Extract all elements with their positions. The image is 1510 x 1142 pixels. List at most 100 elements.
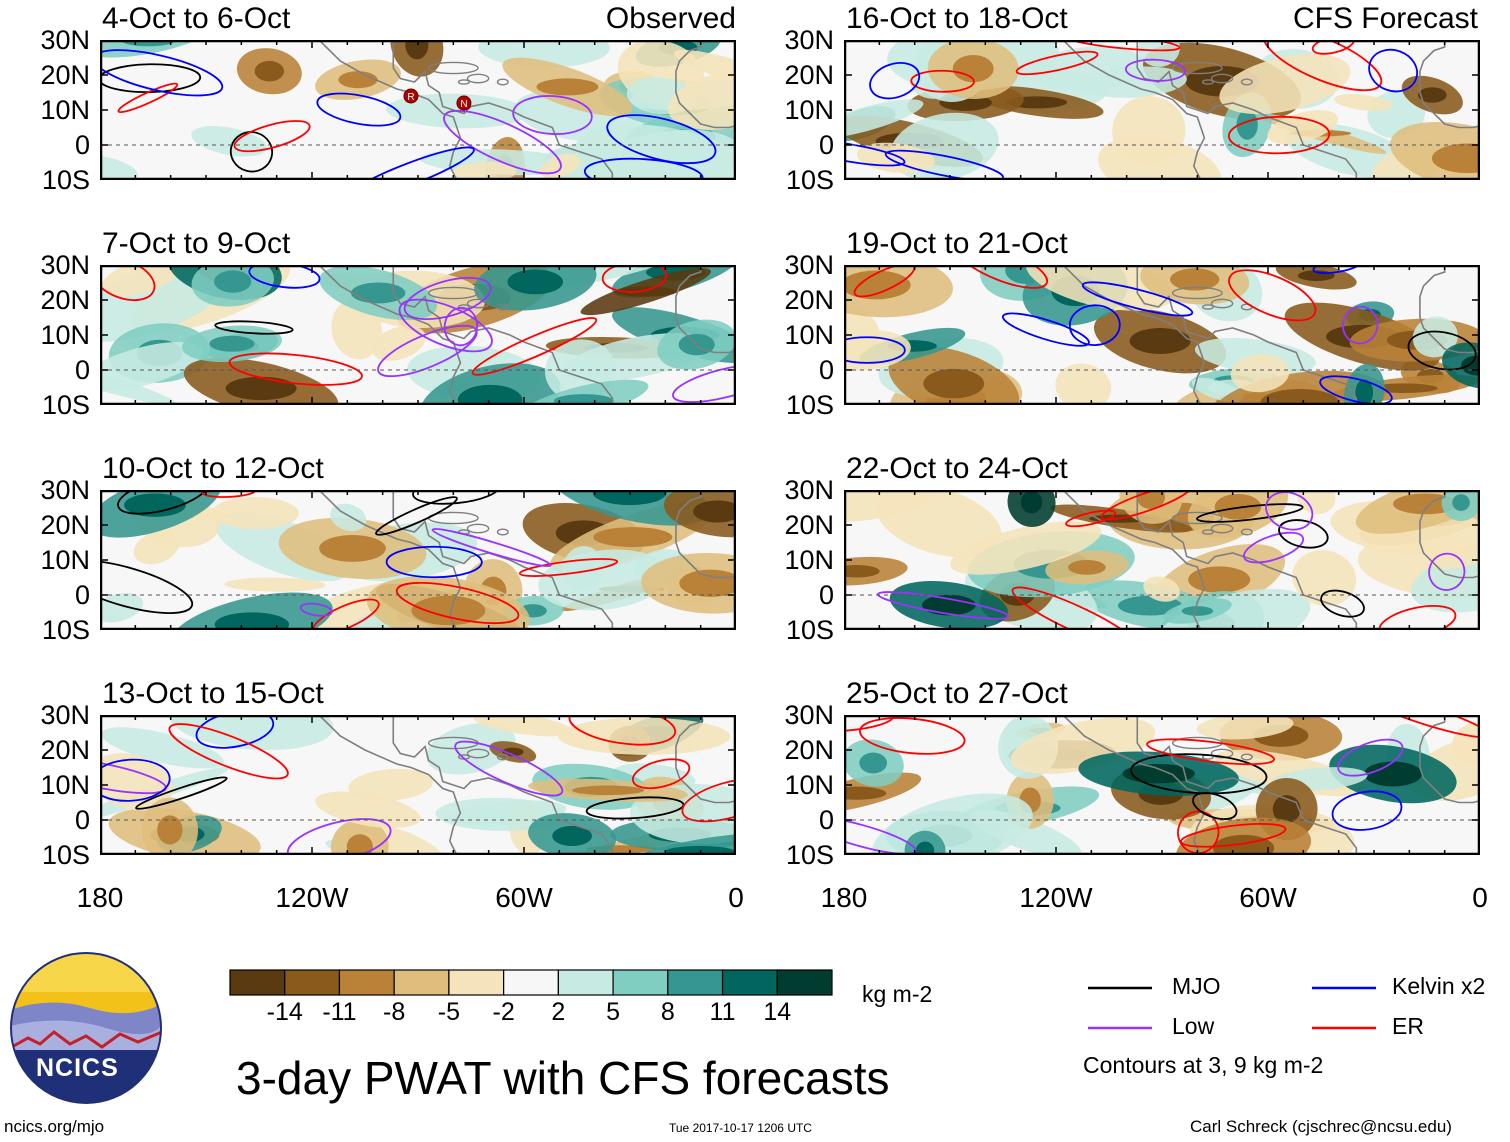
pwat-anomaly-core [915, 841, 935, 855]
main-title: 3-day PWAT with CFS forecasts [236, 1052, 890, 1104]
er-contour [1015, 50, 1099, 76]
colorbar-swatch [338, 969, 395, 996]
pwat-anomaly-core [1236, 110, 1258, 140]
panel-title: 25-Oct to 27-Oct [846, 677, 1068, 710]
lat-label: 10S [785, 840, 834, 870]
lat-label: 10S [785, 165, 834, 195]
lat-label: 10N [784, 770, 834, 800]
er-contour [1146, 738, 1276, 766]
pwat-anomaly-patch [348, 768, 433, 802]
colorbar-swatch [721, 969, 778, 996]
lat-label: 30N [40, 250, 90, 280]
er-contour [1364, 715, 1480, 739]
mjo-contour [412, 490, 501, 505]
er-contour [233, 120, 311, 153]
pwat-anomaly-patch [101, 727, 224, 769]
panel-title: 13-Oct to 15-Oct [102, 677, 324, 710]
pwat-anomaly-core [592, 490, 667, 506]
colorbar-swatch [284, 969, 341, 996]
pwat-anomaly-core [1136, 490, 1166, 509]
island-outline [1240, 528, 1253, 536]
kelvin-contour [1331, 790, 1403, 831]
pwat-anomaly-patch [1297, 490, 1336, 515]
kelvin-contour [195, 715, 275, 749]
legend-label: ER [1392, 1013, 1424, 1039]
kelvin-contour [1312, 265, 1363, 274]
panel-title: 19-Oct to 21-Oct [846, 227, 1068, 260]
pwat-anomaly-core [1020, 491, 1043, 514]
pwat-anomaly-core [507, 269, 564, 295]
kelvin-contour [100, 49, 224, 97]
er-contour [631, 758, 691, 790]
lat-label: 10N [40, 320, 90, 350]
pwat-anomaly-patch [371, 325, 426, 361]
pwat-anomaly-core [571, 785, 645, 796]
low-contour [1428, 552, 1466, 591]
pwat-anomaly-core [679, 569, 736, 597]
island-outline [1201, 304, 1214, 310]
pwat-anomaly-patch [584, 143, 643, 180]
lat-label: 30N [40, 700, 90, 730]
pwat-anomaly-core [502, 747, 524, 757]
pwat-anomaly-core [405, 40, 429, 60]
pwat-anomaly-patch [844, 99, 924, 139]
panel-title: 10-Oct to 12-Oct [102, 452, 324, 485]
pwat-anomaly-core [844, 565, 880, 578]
lon-label: 0 [728, 882, 744, 913]
storm-marker-icon [456, 95, 472, 111]
island-outline [1240, 78, 1253, 86]
mjo-contour [135, 776, 228, 810]
coastline-africa [1419, 490, 1480, 579]
low-contour [443, 306, 479, 347]
pwat-anomaly-patch [473, 715, 573, 737]
colorbar-swatch [229, 969, 286, 996]
lat-label: 10S [41, 840, 90, 870]
island-outline [1171, 511, 1223, 525]
pwat-anomaly-core [338, 71, 378, 89]
er-contour [228, 352, 363, 386]
er-contour [395, 581, 520, 625]
low-contour [403, 276, 492, 321]
island-outline [496, 753, 509, 761]
storm-marker-label: N [460, 99, 467, 110]
coastline-atlantic [1136, 715, 1358, 855]
footer-url: ncics.org/mjo [4, 1117, 105, 1136]
pwat-anomaly-core [214, 270, 252, 293]
pwat-anomaly-core [844, 786, 887, 800]
island-outline [466, 523, 490, 534]
map-panel-3 [100, 490, 736, 630]
kelvin-contour [1068, 304, 1121, 347]
colorbar-tick-label: -14 [266, 998, 303, 1026]
pwat-anomaly-patch [1334, 94, 1393, 112]
island-outline [457, 79, 470, 85]
island-outline [496, 303, 509, 311]
kelvin-contour [248, 265, 321, 289]
lat-label: 30N [784, 25, 834, 55]
kelvin-contour [344, 146, 475, 180]
pwat-anomaly-patch [478, 40, 610, 68]
er-contour [471, 317, 598, 376]
lon-label: 60W [495, 882, 553, 913]
pwat-anomaly-core [1363, 761, 1422, 787]
colorbar-tick-label: 14 [763, 998, 792, 1026]
low-contour [1337, 738, 1404, 777]
island-outline [1210, 748, 1234, 759]
kelvin-contour [606, 114, 717, 165]
island-outline [1210, 523, 1234, 534]
pwat-anomaly-patch [169, 715, 334, 751]
logo-red-line [11, 1030, 161, 1050]
coastline-pacific [318, 715, 462, 855]
lat-label: 20N [784, 735, 834, 765]
coastline-atlantic [392, 40, 614, 180]
lon-label: 120W [1019, 882, 1093, 913]
legend-label: Kelvin x2 [1392, 973, 1486, 999]
lat-label: 0 [818, 130, 834, 160]
lat-label: 10S [785, 615, 834, 645]
island-outline [1171, 286, 1223, 300]
pwat-anomaly-patch [1433, 545, 1480, 569]
kelvin-contour [100, 758, 171, 802]
er-contour [1228, 269, 1317, 322]
island-outline [466, 298, 490, 309]
er-contour [1227, 115, 1331, 155]
